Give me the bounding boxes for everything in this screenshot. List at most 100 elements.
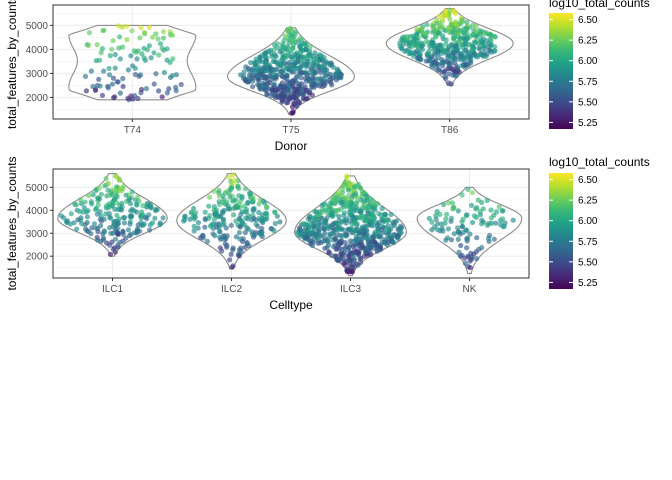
data-point xyxy=(160,35,167,41)
data-point xyxy=(149,220,156,226)
data-point xyxy=(303,47,309,53)
data-point xyxy=(486,220,492,226)
data-point xyxy=(130,96,136,102)
data-point xyxy=(155,36,161,42)
legend-title: log10_total_counts xyxy=(549,0,650,10)
data-point xyxy=(465,186,471,192)
data-point xyxy=(366,222,372,228)
data-point xyxy=(167,59,173,65)
data-point xyxy=(328,60,335,66)
data-point xyxy=(458,53,464,59)
data-point xyxy=(449,200,456,206)
data-point xyxy=(242,78,248,84)
data-point xyxy=(181,218,187,224)
data-point xyxy=(339,233,345,239)
data-point xyxy=(321,226,327,232)
data-point xyxy=(116,177,123,183)
violin-ILC2 xyxy=(176,173,287,270)
panel-1: 2000 3000 4000 5000 T74 T75 T86 Donor total_feat… xyxy=(5,0,530,153)
data-point xyxy=(97,57,103,63)
colorbar-label: 6.50 xyxy=(578,175,598,186)
data-point xyxy=(338,240,344,246)
data-point xyxy=(139,51,145,57)
data-point xyxy=(445,55,451,61)
data-point xyxy=(128,213,134,219)
data-point xyxy=(297,43,303,49)
data-point xyxy=(134,56,140,62)
data-point xyxy=(90,192,96,198)
data-point xyxy=(113,192,119,199)
data-point xyxy=(84,228,90,234)
data-point xyxy=(281,93,287,99)
data-point xyxy=(226,174,232,180)
data-point xyxy=(485,41,492,47)
data-point xyxy=(67,221,73,227)
data-point xyxy=(120,83,126,90)
data-point xyxy=(156,52,162,58)
violin-ILC1 xyxy=(57,173,168,257)
y-tick-label: 3000 xyxy=(26,69,49,80)
data-point xyxy=(313,209,319,215)
data-point xyxy=(106,211,112,217)
data-point xyxy=(126,197,132,203)
data-point xyxy=(213,207,219,213)
data-point xyxy=(496,204,502,210)
data-point xyxy=(153,31,159,37)
colorbar xyxy=(549,173,573,289)
data-point xyxy=(150,34,156,40)
data-point xyxy=(85,208,91,214)
data-point xyxy=(110,199,116,205)
data-point xyxy=(137,72,144,78)
data-point xyxy=(326,249,332,255)
data-point xyxy=(129,206,135,212)
data-point xyxy=(106,65,112,72)
data-point xyxy=(448,81,454,87)
x-axis-title: Donor xyxy=(275,139,308,153)
data-point xyxy=(510,217,516,223)
data-point xyxy=(95,202,101,208)
data-point xyxy=(206,215,212,221)
data-point xyxy=(344,244,350,250)
data-point xyxy=(86,42,92,49)
data-point xyxy=(153,71,159,77)
data-point xyxy=(448,218,454,224)
data-point xyxy=(343,203,349,209)
data-point xyxy=(358,259,364,266)
data-point xyxy=(437,42,443,49)
data-point xyxy=(464,19,470,26)
x-tick-label: ILC1 xyxy=(102,284,124,295)
data-point xyxy=(94,42,100,48)
data-point xyxy=(307,44,313,50)
data-point xyxy=(216,199,222,205)
data-point xyxy=(124,23,130,29)
data-point xyxy=(314,217,320,223)
data-point xyxy=(238,218,244,224)
data-point xyxy=(282,33,288,39)
x-tick-label: ILC3 xyxy=(340,284,362,295)
data-point xyxy=(359,213,365,219)
data-point xyxy=(442,220,448,226)
data-point xyxy=(268,65,274,71)
data-point xyxy=(459,192,465,198)
data-point xyxy=(151,81,157,87)
colorbar-label: 6.00 xyxy=(578,56,598,67)
data-point xyxy=(195,220,201,226)
data-point xyxy=(238,248,244,254)
data-point xyxy=(232,197,239,203)
data-point xyxy=(448,22,454,28)
data-point xyxy=(113,236,119,242)
data-point xyxy=(432,224,438,230)
colorbar-label: 5.25 xyxy=(578,118,598,129)
data-point xyxy=(297,226,303,232)
data-point xyxy=(84,214,90,220)
data-point xyxy=(146,43,152,49)
data-point xyxy=(500,208,506,214)
data-point xyxy=(345,187,352,193)
data-point xyxy=(109,239,115,245)
data-point xyxy=(453,29,460,35)
y-tick-label: 2000 xyxy=(26,252,49,263)
data-point xyxy=(371,239,378,245)
data-point xyxy=(135,48,141,54)
data-point xyxy=(303,78,310,84)
data-point xyxy=(116,216,122,222)
